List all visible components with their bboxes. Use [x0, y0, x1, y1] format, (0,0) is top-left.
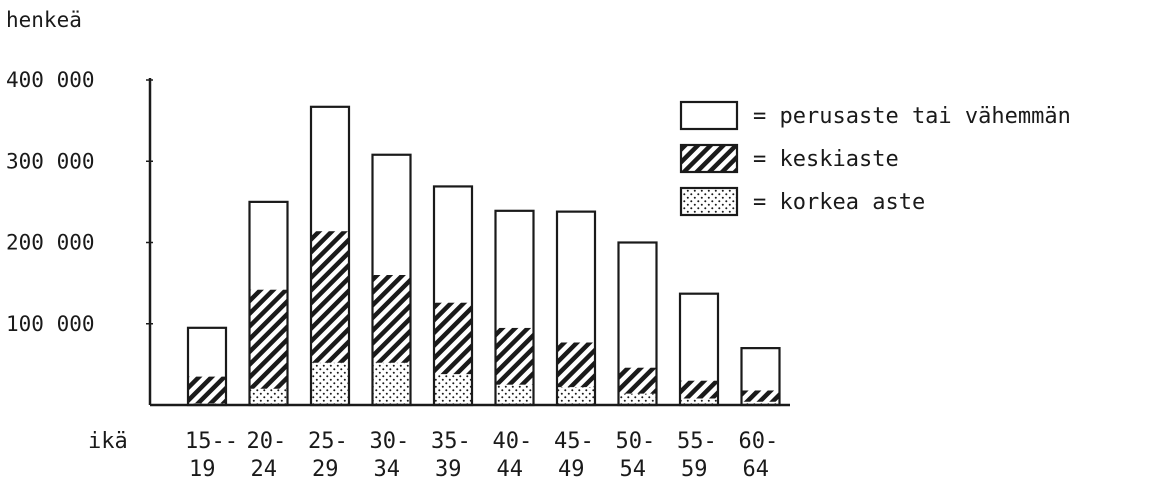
bar-segment-empty — [495, 210, 534, 328]
y-tick-label: 300 000 — [6, 149, 95, 173]
x-tick-labels: 15-- 19 20- 24 25- 29 30- 34 35- 39 40- 44 45- 49 50- 5… — [185, 429, 778, 482]
x-tick-label-top: 60- — [739, 429, 779, 454]
bar-stack — [186, 326, 228, 407]
bar-stack — [248, 200, 289, 407]
bar-segment-empty — [741, 348, 780, 391]
bar-segment-hatch — [680, 380, 718, 399]
bars — [186, 105, 781, 407]
bar-segment-empty — [249, 201, 288, 290]
bar-segment-dots — [372, 362, 411, 405]
bar-segment-hatch — [372, 275, 411, 363]
axes — [148, 78, 790, 407]
bar-stack — [494, 209, 535, 407]
bar-stack — [371, 153, 412, 407]
bar-segment-empty — [680, 293, 718, 381]
x-tick-label-top: 15-- — [185, 429, 238, 454]
bar-segment-hatch — [434, 302, 472, 375]
bar-stack — [617, 241, 658, 407]
bar-segment-empty — [557, 211, 595, 343]
x-tick-label-bottom: 64 — [743, 457, 770, 482]
bar-segment-hatch — [311, 231, 349, 363]
y-tick-label: 200 000 — [6, 231, 95, 255]
y-axis-title: henkeä — [6, 8, 82, 32]
bar-stack — [309, 105, 351, 407]
bar-segment-dots — [249, 388, 288, 405]
legend-label: = korkea aste — [753, 190, 925, 215]
legend-swatch-empty — [679, 100, 739, 131]
x-tick-label-top: 55- — [677, 429, 717, 454]
x-tick-label-bottom: 44 — [497, 457, 524, 482]
x-tick-label-top: 45- — [554, 429, 594, 454]
y-tick-labels: 100 000 200 000 300 000 400 000 — [6, 68, 153, 336]
x-tick-label-bottom: 54 — [620, 457, 647, 482]
bar-stack — [432, 185, 474, 407]
legend-swatch-dots — [679, 186, 739, 217]
bar-segment-dots — [495, 384, 534, 405]
bar-segment-dots — [618, 393, 657, 405]
bar-segment-dots — [311, 362, 349, 405]
bar-segment-empty — [434, 186, 472, 303]
bar-stack — [678, 292, 720, 407]
x-tick-label-bottom: 39 — [435, 457, 462, 482]
x-axis-title: ikä — [88, 429, 128, 454]
bar-segment-dots — [434, 374, 472, 405]
x-tick-label-top: 25- — [308, 429, 348, 454]
bar-stack — [740, 347, 781, 407]
x-tick-label-top: 35- — [431, 429, 471, 454]
bar-segment-hatch — [495, 327, 534, 385]
legend-label: = keskiaste — [753, 147, 899, 172]
bar-segment-hatch — [188, 376, 226, 404]
bar-segment-hatch — [618, 367, 657, 394]
x-tick-label-bottom: 29 — [312, 457, 339, 482]
bar-segment-hatch — [557, 342, 595, 388]
x-tick-label-bottom: 24 — [251, 457, 278, 482]
bar-segment-empty — [372, 154, 411, 275]
bar-segment-dots — [557, 387, 595, 405]
bar-segment-hatch — [249, 289, 288, 389]
bar-segment-dots — [741, 401, 780, 405]
bar-segment-empty — [188, 327, 226, 377]
x-tick-label-top: 20- — [247, 429, 287, 454]
legend-swatch-hatch — [679, 143, 739, 174]
bar-stack — [555, 210, 597, 407]
x-tick-label-top: 30- — [370, 429, 410, 454]
x-tick-label-bottom: 34 — [374, 457, 401, 482]
legend-label: = perusaste tai vähemmän — [753, 104, 1071, 129]
y-tick-label: 400 000 — [6, 68, 95, 92]
x-tick-label-bottom: 19 — [189, 457, 216, 482]
x-tick-label-top: 50- — [616, 429, 656, 454]
bar-segment-hatch — [741, 390, 780, 402]
x-tick-label-bottom: 59 — [681, 457, 708, 482]
bar-segment-empty — [311, 106, 349, 232]
x-tick-label-top: 40- — [493, 429, 533, 454]
bar-segment-dots — [680, 398, 718, 405]
x-tick-label-bottom: 49 — [558, 457, 585, 482]
legend: = perusaste tai vähemmän = keskiaste = kor… — [679, 100, 1071, 217]
y-tick-label: 100 000 — [6, 312, 95, 336]
bar-segment-empty — [618, 242, 657, 368]
